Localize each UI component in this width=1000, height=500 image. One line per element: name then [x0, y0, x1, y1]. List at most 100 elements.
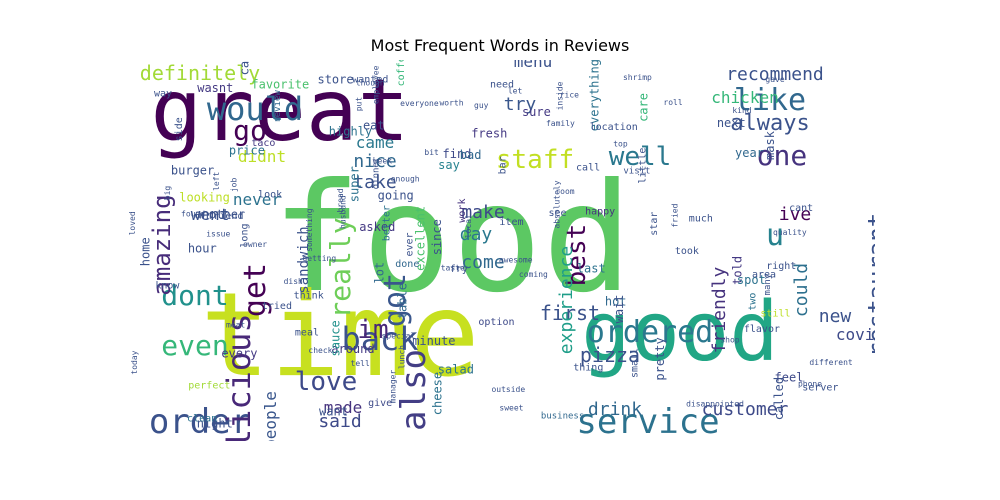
word-meat: meat [226, 320, 245, 329]
word-cloud-canvas: foodtimegreatplacegoodbackserviceorderwo… [128, 60, 875, 441]
word-see: see [548, 208, 566, 219]
word-fry: fry [450, 264, 468, 275]
word-work: work [457, 199, 468, 223]
word-store: store [317, 73, 353, 87]
word-dinner: dinner [371, 156, 381, 189]
word-hour: hour [188, 241, 217, 255]
word-would: would [207, 90, 303, 128]
word-every: every [221, 346, 257, 360]
word-call: call [576, 162, 600, 173]
word-mask: mask [763, 130, 777, 160]
word-service: service [576, 402, 719, 441]
word-back: back [341, 320, 418, 358]
word-best: best [562, 224, 592, 287]
word-review: review [273, 90, 283, 123]
word-hot: hot [605, 294, 627, 308]
word-absolutely: absolutely [553, 180, 562, 228]
word-food: food [271, 152, 632, 326]
word-fresh: fresh [471, 127, 507, 141]
word-favorite: favorite [251, 77, 309, 91]
word-employee: employee [371, 65, 380, 104]
word-gave: gave [765, 75, 784, 84]
word-salad: salad [438, 362, 474, 376]
word-location: location [590, 122, 638, 133]
word-another: another [195, 208, 246, 222]
word-go: go [233, 114, 267, 147]
word-since: since [430, 219, 444, 255]
word-better: better [382, 205, 393, 241]
word-clean: clean [187, 413, 217, 424]
word-issue: issue [206, 229, 230, 238]
word-love: love [295, 367, 358, 397]
word-two: two [747, 293, 758, 311]
word-wasnt: wasnt [197, 81, 233, 95]
word-said: said [318, 411, 361, 432]
word-week: week [373, 156, 392, 165]
word-chicken: chicken [711, 88, 778, 107]
word-side: side [174, 117, 185, 141]
word-something: something [305, 208, 314, 252]
word-awesome: awesome [499, 256, 533, 265]
word-bit: bit [424, 148, 439, 157]
word-lunch: lunch [397, 345, 406, 369]
word-owner: owner [243, 240, 267, 249]
word-happy: happy [585, 206, 615, 217]
word-outside: outside [491, 385, 525, 394]
word-pizza: pizza [580, 343, 640, 367]
word-took: took [675, 246, 699, 257]
word-one: one [757, 139, 808, 172]
word-perfect: perfect [188, 381, 230, 392]
word-lot: lot [372, 262, 386, 284]
word-meal: meal [295, 328, 319, 339]
word-room: room [555, 187, 574, 196]
word-sweet: sweet [499, 404, 523, 413]
word-experience: experience [556, 246, 577, 354]
word-didnt: didnt [238, 147, 286, 166]
word-kind: kind [732, 106, 751, 115]
word-inside: inside [556, 81, 565, 110]
word-area: area [752, 269, 776, 280]
word-business: business [541, 411, 584, 421]
word-drink: drink [588, 399, 642, 420]
word-asked: asked [359, 220, 395, 234]
word-bread: bread [336, 188, 345, 212]
word-order: order [149, 402, 251, 441]
word-taco: taco [251, 138, 275, 149]
word-first: first [540, 301, 600, 325]
word-come: come [461, 252, 504, 273]
word-menu: menu [514, 60, 553, 71]
word-cloud: foodtimegreatplacegoodbackserviceorderwo… [125, 60, 875, 441]
word-sauce: sauce [328, 320, 342, 356]
word-sure: sure [522, 105, 551, 119]
word-guy: guy [474, 101, 489, 110]
word-new: new [819, 306, 852, 327]
word-ever: ever [404, 232, 415, 256]
word-want: want [319, 404, 348, 418]
word-thing: thing [573, 362, 603, 373]
word-year: year [735, 146, 764, 160]
word-look: look [258, 190, 282, 201]
word-great: great [151, 61, 410, 161]
word-customer: customer [702, 399, 789, 420]
word-nice: nice [353, 151, 396, 172]
word-people: people [261, 391, 280, 441]
word-got: got [378, 273, 413, 327]
word-highly: highly [329, 125, 372, 139]
word-cant: cant [789, 203, 813, 214]
word-wait: wait [612, 294, 626, 323]
word-excellent: excellent [413, 206, 427, 271]
word-left: left [212, 171, 221, 190]
word-table: table [396, 283, 410, 319]
word-husband: husband [339, 195, 348, 229]
word-called: called [772, 377, 786, 420]
word-fried: fried [670, 203, 679, 227]
word-found: found [181, 210, 205, 219]
word-friend: friend [207, 211, 243, 222]
word-never: never [233, 190, 282, 209]
word-need: need [490, 80, 514, 91]
word-taste: taste [441, 264, 465, 273]
word-like: like [734, 83, 806, 118]
word-delicious: delicious [220, 313, 258, 441]
word-restaurant: restaurant [863, 213, 875, 358]
word-many: many [763, 273, 773, 295]
